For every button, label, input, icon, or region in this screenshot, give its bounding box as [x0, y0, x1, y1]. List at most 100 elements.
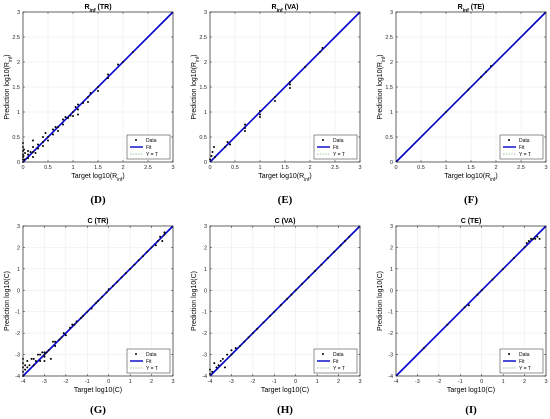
- data-point: [54, 345, 57, 347]
- y-tick-label: 2.5: [12, 35, 20, 41]
- data-point: [57, 130, 59, 132]
- x-tick-label: -3: [415, 379, 420, 385]
- data-point: [530, 237, 532, 240]
- data-point: [290, 293, 293, 296]
- y-tick-label: 0: [204, 160, 207, 166]
- data-point: [289, 81, 291, 83]
- panel-label: (F): [464, 194, 478, 206]
- data-point: [89, 92, 92, 94]
- data-point: [217, 364, 220, 367]
- data-point: [47, 139, 49, 142]
- y-tick-label: 2: [204, 245, 207, 251]
- data-point: [47, 349, 50, 352]
- x-axis-label: Target log10(Rinf): [444, 173, 498, 183]
- data-point: [44, 132, 47, 134]
- x-tick-label: -4: [21, 379, 26, 385]
- data-point: [37, 147, 39, 150]
- x-axis-label: Target log10(C): [447, 387, 495, 394]
- data-point: [239, 345, 241, 347]
- y-tick-label: 1: [204, 110, 207, 116]
- data-point: [157, 240, 159, 242]
- data-point: [72, 111, 74, 113]
- data-point: [289, 87, 291, 89]
- legend-data-marker: [508, 353, 510, 355]
- y-tick-label: 2: [17, 60, 20, 66]
- x-tick-label: 2: [121, 165, 124, 171]
- data-point: [527, 240, 530, 242]
- x-tick-label: 1.5: [94, 165, 102, 171]
- legend-entry: Data: [519, 352, 530, 358]
- panel-label: (H): [277, 404, 293, 416]
- y-tick-label: 3: [390, 224, 393, 230]
- data-point: [274, 100, 276, 102]
- y-tick-label: 1: [390, 267, 393, 273]
- y-tick-label: 1: [17, 267, 20, 273]
- data-point: [90, 307, 93, 310]
- data-point: [133, 263, 136, 266]
- data-point: [485, 71, 487, 73]
- chart-panel-3: 0 0.5 1 1.5 2 2.5 3 0 0.5 1 1.5 2 2.5 3 Rinf (TE) Targe…: [377, 4, 548, 183]
- data-point: [43, 353, 46, 356]
- data-point: [26, 366, 29, 369]
- y-tick-label: 3: [390, 10, 393, 16]
- panel-label: (G): [90, 404, 106, 416]
- legend-entry: Y = T: [333, 366, 345, 372]
- y-tick-label: 1: [390, 110, 393, 116]
- legend-entry: Fit: [519, 145, 525, 151]
- chart-title: C (TR): [88, 218, 109, 225]
- y-tick-label: 0: [204, 288, 207, 294]
- chart-title: Rinf (TE): [458, 4, 485, 14]
- y-tick-label: 2: [390, 245, 393, 251]
- panel-label: (D): [90, 194, 106, 206]
- x-axis-label: Target log10(Rinf): [258, 173, 312, 183]
- data-point: [129, 267, 132, 270]
- data-point: [101, 295, 104, 298]
- x-tick-label: 2: [150, 379, 153, 385]
- data-point: [523, 246, 526, 249]
- data-point: [97, 90, 99, 92]
- y-tick-label: -3: [15, 353, 20, 359]
- data-point: [142, 255, 144, 257]
- data-point: [42, 136, 44, 138]
- axes-frame: [395, 225, 547, 377]
- data-point: [512, 257, 515, 260]
- y-tick-label: 0.5: [199, 135, 207, 141]
- data-point: [476, 293, 479, 296]
- data-point: [30, 357, 33, 360]
- y-tick-label: 2.5: [385, 35, 393, 41]
- y-tick-label: 0: [390, 160, 393, 166]
- chart-title: C (TE): [461, 218, 482, 225]
- y-tick-label: 1: [204, 267, 207, 273]
- data-point: [82, 315, 84, 317]
- data-point: [213, 146, 215, 148]
- data-point: [163, 233, 166, 236]
- y-tick-label: 2: [390, 60, 393, 66]
- data-point: [480, 289, 483, 292]
- x-tick-label: 2.5: [517, 165, 525, 171]
- data-point: [87, 96, 89, 98]
- data-point: [286, 297, 289, 300]
- y-tick-label: -4: [388, 374, 393, 380]
- x-tick-label: -1: [85, 379, 90, 385]
- data-point: [294, 289, 297, 292]
- data-point: [502, 267, 505, 270]
- data-point: [161, 240, 164, 242]
- y-tick-label: 0: [17, 160, 20, 166]
- fit-line: [209, 11, 361, 163]
- x-tick-label: 0.5: [417, 165, 425, 171]
- data-point: [43, 355, 46, 358]
- x-tick-label: 0: [394, 165, 397, 171]
- x-tick-label: 0: [107, 379, 110, 385]
- data-point: [62, 118, 64, 121]
- x-tick-label: 1: [502, 379, 505, 385]
- x-tick-label: 0: [480, 379, 483, 385]
- y-tick-label: -2: [202, 331, 207, 337]
- x-tick-label: 0.5: [231, 165, 239, 171]
- legend-data-marker: [135, 353, 137, 355]
- data-point: [27, 150, 29, 152]
- legend-entry: Fit: [519, 359, 525, 365]
- legend-entry: Fit: [146, 359, 152, 365]
